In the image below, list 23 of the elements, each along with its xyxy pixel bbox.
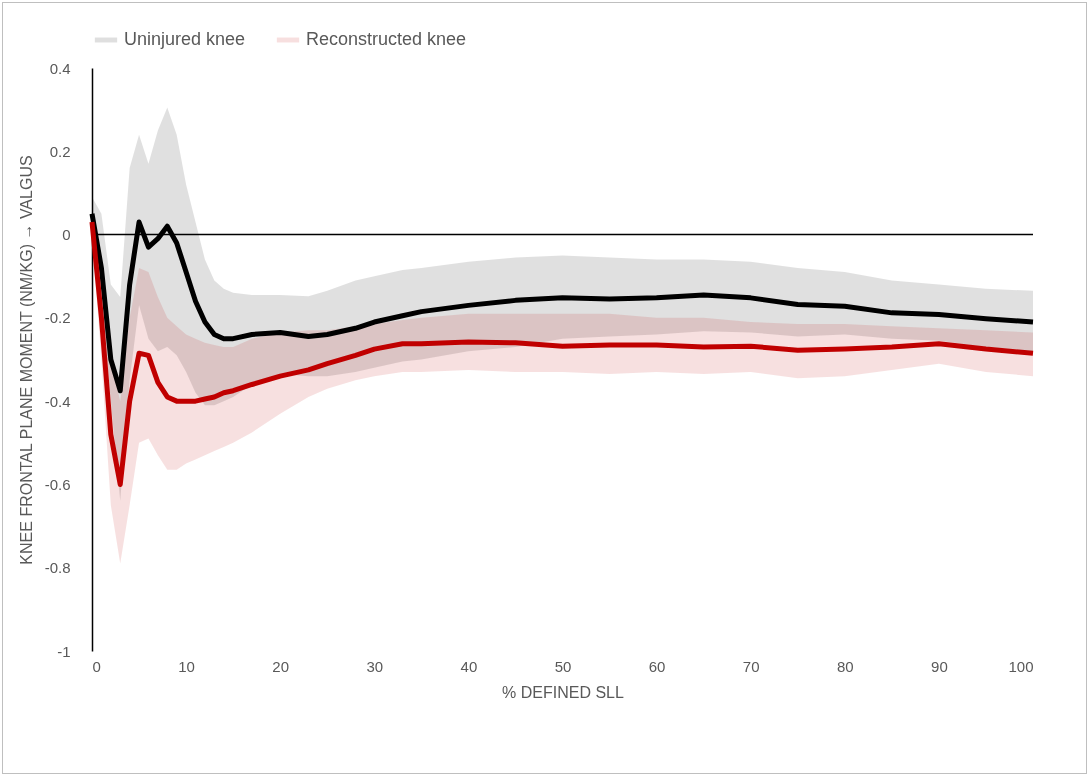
- x-tick-label: 100: [1008, 657, 1034, 675]
- legend-label: Reconstructed knee: [306, 29, 467, 49]
- x-tick-label: 0: [92, 657, 101, 675]
- x-axis-title: % DEFINED SLL: [502, 683, 625, 701]
- y-tick-label: -0.2: [44, 309, 71, 327]
- y-tick-label: 0: [62, 226, 71, 244]
- y-tick-label: -1: [57, 642, 71, 660]
- y-axis-title: KNEE FRONTAL PLANE MOMENT (NM/KG) → VALGUS: [17, 155, 35, 565]
- x-tick-label: 90: [931, 657, 948, 675]
- x-tick-label: 30: [366, 657, 384, 675]
- y-tick-label: -0.6: [44, 475, 71, 493]
- x-tick-label: 50: [554, 657, 572, 675]
- y-tick-label: 0.2: [49, 142, 71, 160]
- x-tick-label: 60: [648, 657, 666, 675]
- x-tick-label: 10: [178, 657, 195, 675]
- y-tick-label: -0.8: [44, 559, 71, 577]
- x-tick-label: 20: [272, 657, 290, 675]
- x-tick-label: 80: [836, 657, 854, 675]
- y-tick-label: -0.4: [44, 392, 71, 410]
- x-tick-label: 70: [742, 657, 760, 675]
- legend-label: Uninjured knee: [124, 29, 246, 49]
- y-tick-label: 0.4: [49, 59, 71, 77]
- x-tick-label: 40: [460, 657, 478, 675]
